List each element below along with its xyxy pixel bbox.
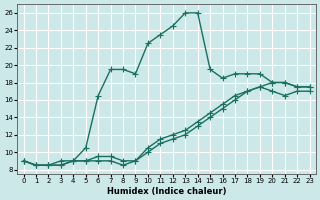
X-axis label: Humidex (Indice chaleur): Humidex (Indice chaleur) <box>107 187 226 196</box>
